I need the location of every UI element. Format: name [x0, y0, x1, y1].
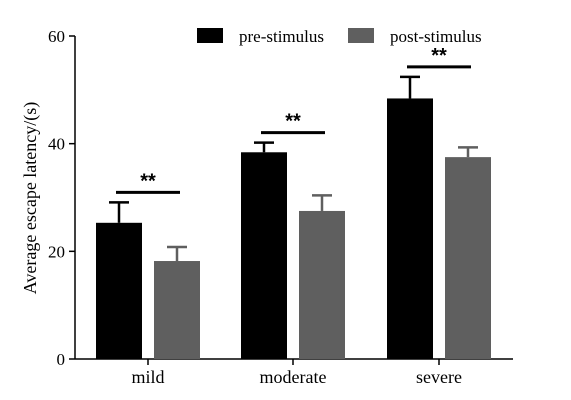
- y-tick-label: 40: [48, 135, 65, 154]
- y-tick-label: 20: [48, 242, 65, 261]
- bar-pre-mild: [96, 222, 142, 359]
- x-axis: mild moderate severe: [75, 358, 513, 387]
- legend-swatch-pre: [197, 28, 223, 43]
- legend-swatch-post: [348, 28, 374, 43]
- bar-pre-severe: [387, 98, 433, 360]
- bars: [96, 75, 491, 360]
- significance-label: **: [285, 111, 301, 133]
- y-axis-title: Average escape latency/(s): [20, 102, 41, 295]
- bar-post-moderate: [299, 210, 345, 359]
- significance-markers: ** ** **: [116, 45, 471, 194]
- y-tick-label: 60: [48, 27, 65, 46]
- legend: pre-stimulus post-stimulus: [197, 27, 482, 46]
- bar-post-mild: [154, 261, 200, 359]
- x-tick-label: severe: [416, 367, 462, 387]
- y-ticks: 0 20 40 60: [48, 27, 75, 369]
- y-axis: 0 20 40 60 Average escape latency/(s): [20, 27, 76, 369]
- x-ticks: mild moderate severe: [131, 359, 462, 387]
- y-tick-label: 0: [57, 350, 66, 369]
- legend-label-pre: pre-stimulus: [239, 27, 324, 46]
- legend-label-post: post-stimulus: [390, 27, 482, 46]
- bar-pre-moderate: [241, 152, 287, 359]
- x-tick-label: mild: [131, 367, 164, 387]
- significance-label: **: [140, 170, 156, 192]
- significance-label: **: [431, 45, 447, 67]
- bar-post-severe: [445, 157, 491, 359]
- x-tick-label: moderate: [260, 367, 327, 387]
